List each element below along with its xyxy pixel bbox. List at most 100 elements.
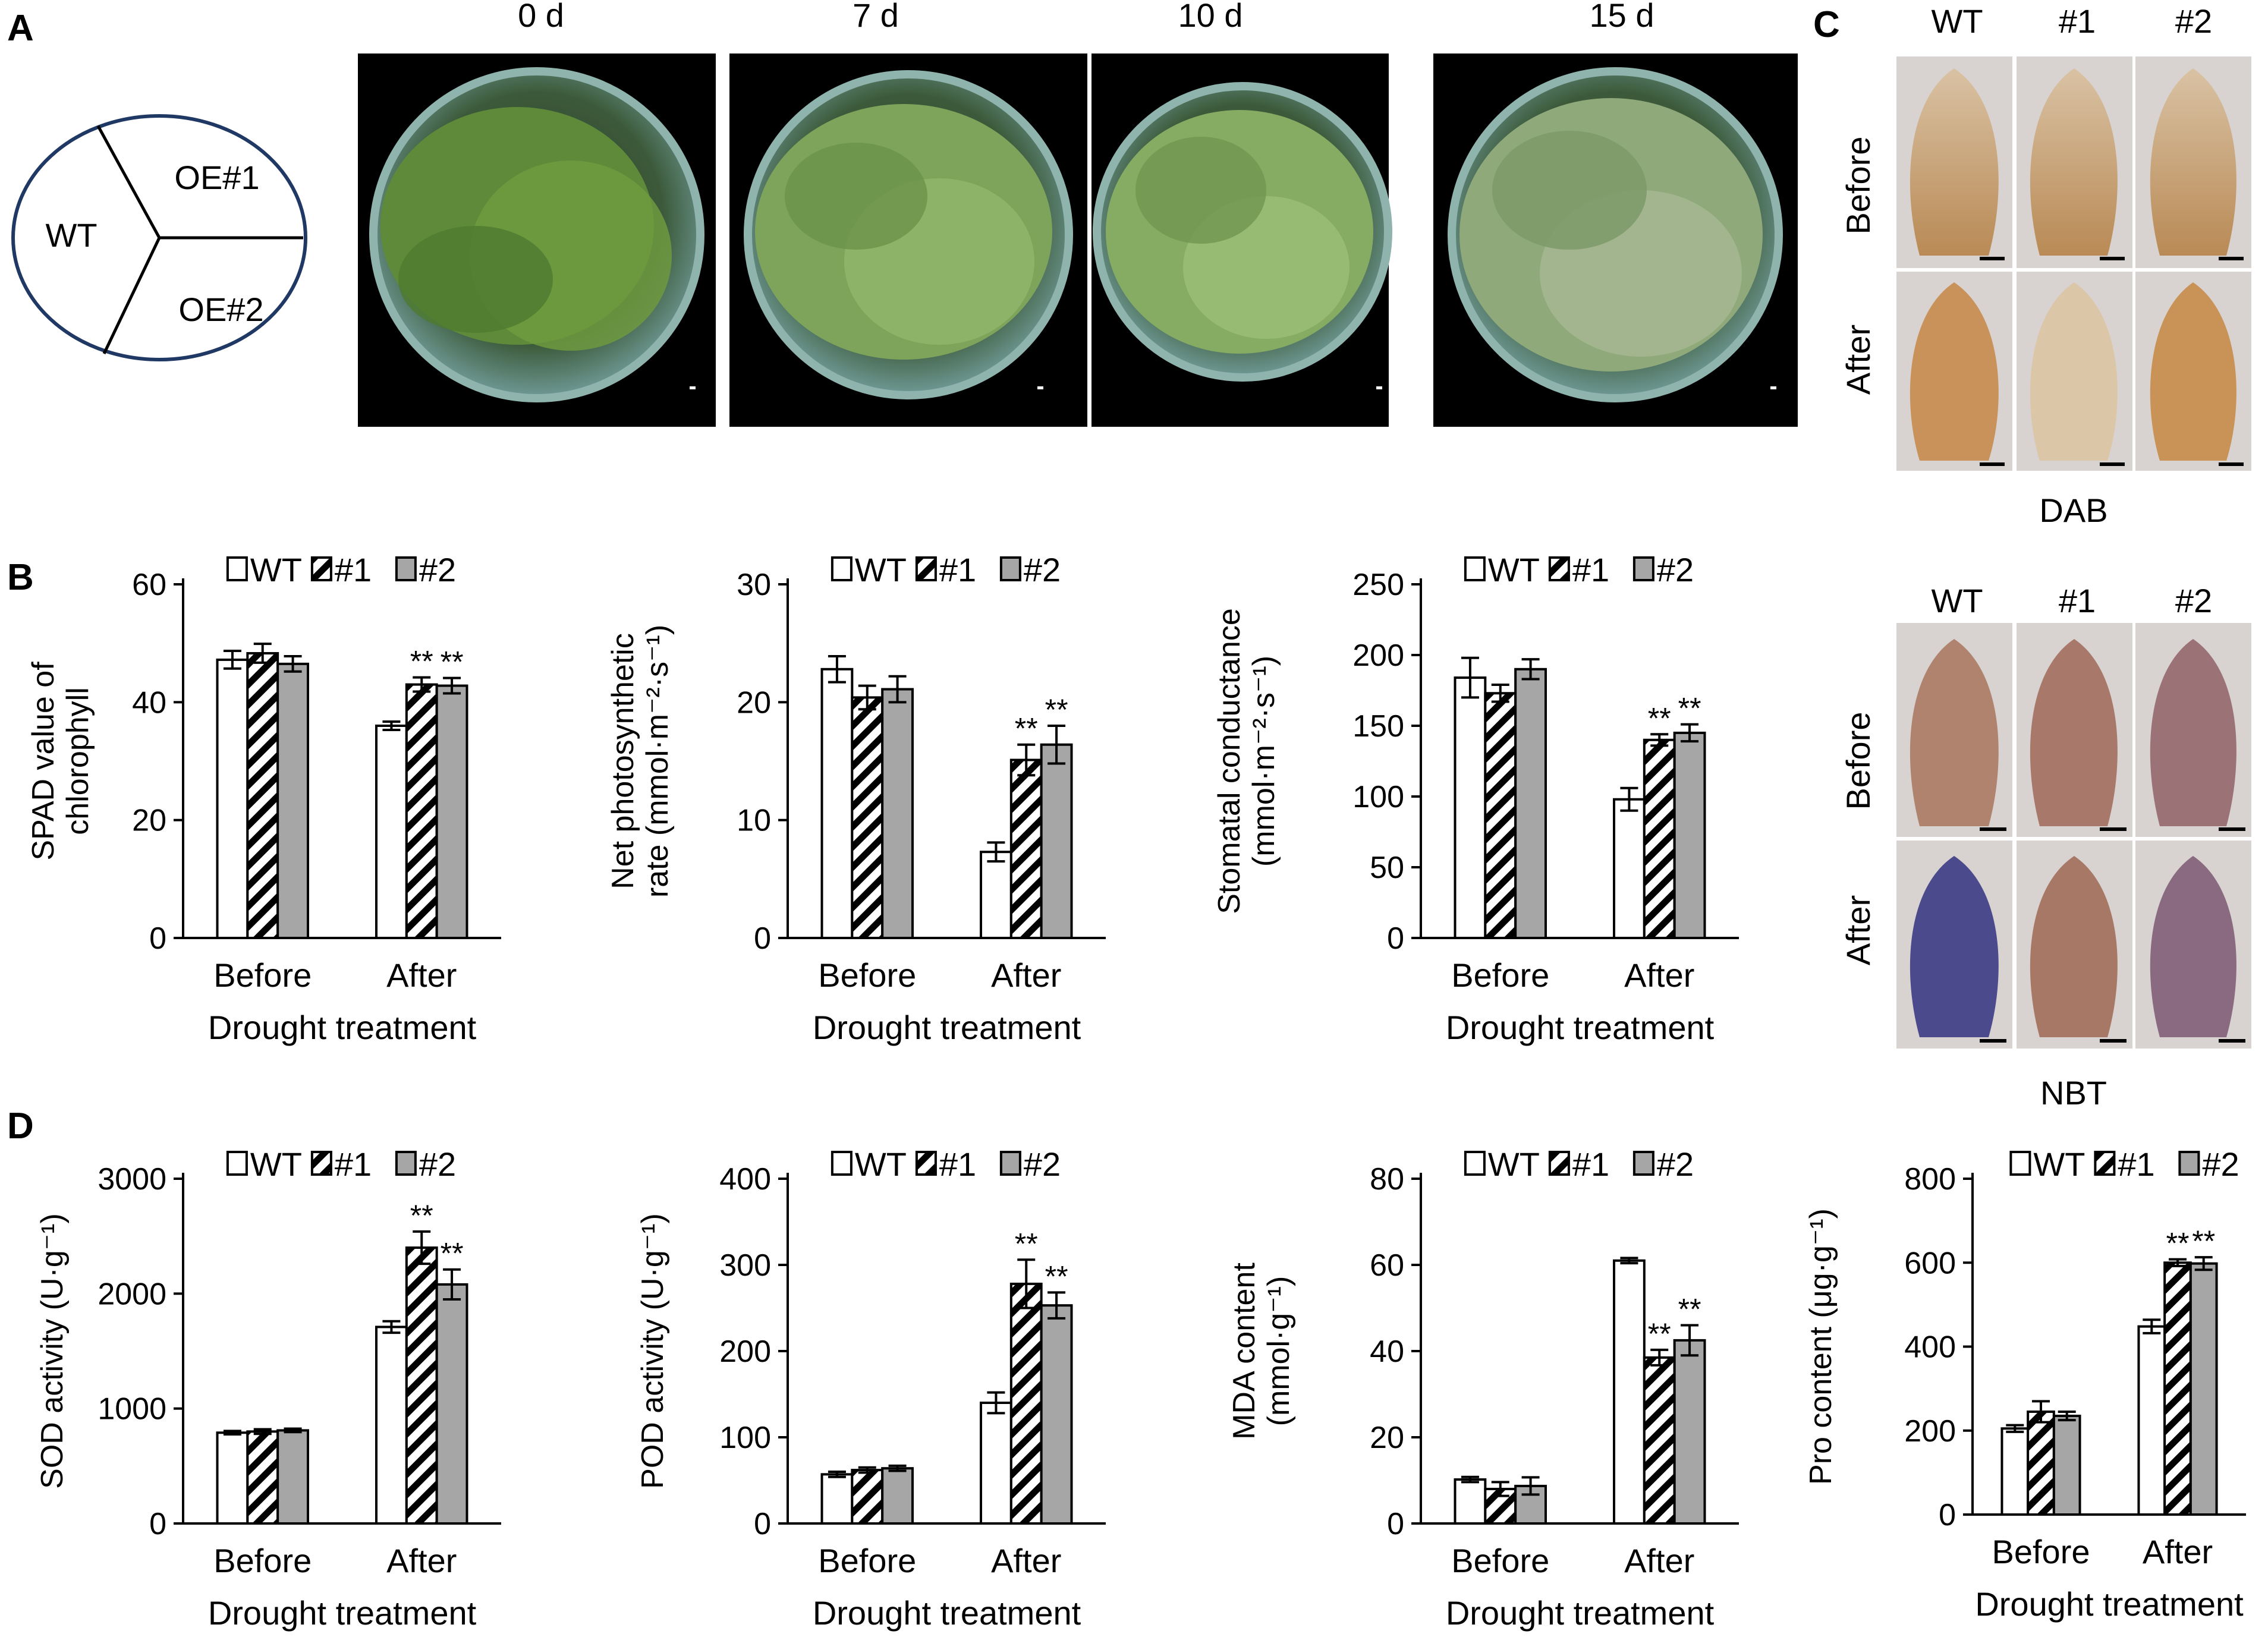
- pot-divider-line: [96, 125, 161, 239]
- legend-label: #1: [1572, 1145, 1609, 1183]
- y-tick-label: 400: [719, 1162, 771, 1197]
- legend-swatch: [999, 556, 1021, 581]
- dab-leaf-image: [1896, 272, 2012, 471]
- bar: [276, 662, 309, 939]
- legend-swatch: [1548, 1151, 1570, 1176]
- pot-diagram: WT OE#1 OE#2: [11, 114, 307, 361]
- legend-label: #2: [2202, 1145, 2239, 1183]
- dab-leaf-image: [2017, 272, 2132, 471]
- bar: [980, 1402, 1012, 1525]
- significance-mark: **: [441, 1237, 464, 1270]
- bar: [2000, 1427, 2030, 1516]
- panel-label-d: D: [7, 1106, 34, 1147]
- bar: [851, 696, 884, 940]
- legend-label: #2: [419, 1145, 456, 1183]
- x-category-label: Before: [213, 956, 312, 994]
- legend: WT #1 #2: [831, 1145, 1061, 1183]
- x-category-label: After: [991, 956, 1061, 994]
- legend-swatch: [395, 556, 417, 581]
- dab-leaf-image: [2135, 56, 2251, 268]
- dab-staining-grid: WT #1 #2 Before After DAB: [1839, 2, 2251, 529]
- legend-label: WT: [855, 1145, 907, 1183]
- nbt-leaf-image: [1896, 623, 2012, 837]
- bar: [2137, 1325, 2166, 1516]
- y-tick-label: 150: [1352, 709, 1404, 744]
- bar: [1454, 676, 1487, 939]
- y-axis-label: chlorophyll: [61, 687, 95, 835]
- legend-label: WT: [1488, 551, 1540, 588]
- panel-label-b: B: [7, 557, 34, 598]
- legend-swatch: [915, 1151, 937, 1176]
- legend-swatch: [999, 1151, 1021, 1176]
- legend-swatch: [915, 556, 937, 581]
- y-tick-label: 200: [1352, 638, 1404, 673]
- legend-swatch: [2094, 1151, 2116, 1176]
- nbt-leaf-image: [2017, 623, 2132, 837]
- bar: [1643, 738, 1676, 940]
- y-axis-label: Pro content (μg·g⁻¹): [1804, 1208, 1838, 1485]
- bar: [1673, 731, 1706, 940]
- bar: [246, 652, 279, 940]
- x-category-label: After: [386, 1542, 457, 1579]
- significance-mark: **: [1648, 701, 1671, 735]
- x-axis-label: Drought treatment: [813, 1009, 1081, 1046]
- chart-6: 0 200 400 600 800 Pro content (μg·g⁻¹) Before *…: [1804, 1145, 2246, 1623]
- y-tick-label: 3000: [97, 1162, 166, 1197]
- x-axis-label: Drought treatment: [1446, 1009, 1715, 1046]
- legend-label: #2: [1657, 1145, 1694, 1183]
- bar: [980, 851, 1012, 940]
- nbt-col-label-2: #2: [2175, 582, 2212, 619]
- bar: [1009, 758, 1043, 940]
- y-tick-label: 10: [737, 804, 771, 838]
- bar: [216, 1431, 249, 1525]
- legend-swatch: [310, 1151, 332, 1176]
- y-axis-label: SPAD value of: [26, 662, 61, 861]
- photo-label: 7 d: [853, 0, 899, 34]
- y-tick-label: 0: [1387, 921, 1404, 956]
- y-tick-label: 40: [1370, 1334, 1404, 1369]
- nbt-row-label-after: After: [1839, 895, 1877, 965]
- bar: [2027, 1410, 2055, 1516]
- legend-swatch: [1464, 1151, 1486, 1176]
- legend: WT #1 #2: [2009, 1145, 2239, 1183]
- nbt-col-label-1: #1: [2059, 582, 2096, 619]
- legend: WT #1 #2: [831, 551, 1061, 588]
- bar: [1454, 1478, 1487, 1525]
- y-tick-label: 20: [737, 685, 771, 720]
- dab-col-label-1: #1: [2059, 2, 2096, 40]
- significance-mark: **: [1045, 693, 1068, 726]
- significance-mark: **: [410, 645, 433, 678]
- bar: [1484, 692, 1517, 939]
- y-tick-label: 20: [1370, 1421, 1404, 1455]
- bar: [2052, 1415, 2081, 1516]
- legend-label: #1: [939, 1145, 976, 1183]
- chart-4: 0 100 200 300 400 POD activity (U·g⁻¹) Before *…: [636, 1145, 1106, 1632]
- photo-label: 10 d: [1178, 0, 1243, 34]
- x-category-label: Before: [1451, 956, 1549, 994]
- bar: [2189, 1262, 2218, 1516]
- panel-label-c: C: [1813, 4, 1840, 45]
- nbt-col-label-wt: WT: [1931, 582, 1983, 619]
- legend-swatch: [831, 1151, 853, 1176]
- bar: [435, 1283, 468, 1525]
- y-tick-label: 100: [719, 1421, 771, 1455]
- x-axis-label: Drought treatment: [1975, 1585, 2244, 1623]
- y-axis-label: (mmol·g⁻¹): [1262, 1276, 1296, 1427]
- significance-mark: **: [1678, 692, 1701, 725]
- panel-label-a: A: [7, 8, 34, 49]
- bar: [276, 1429, 309, 1525]
- dab-leaf-image: [2135, 272, 2251, 471]
- legend: WT #1 #2: [226, 1145, 456, 1183]
- x-category-label: After: [1624, 956, 1694, 994]
- legend-label: #1: [939, 551, 976, 588]
- legend-label: WT: [250, 1145, 302, 1183]
- y-tick-label: 800: [1904, 1162, 1956, 1197]
- dab-col-label-wt: WT: [1931, 2, 1983, 40]
- bar: [1009, 1282, 1043, 1525]
- dab-row-label-before: Before: [1839, 137, 1877, 235]
- y-tick-label: 600: [1904, 1246, 1956, 1280]
- y-tick-label: 100: [1352, 780, 1404, 814]
- legend-label: #1: [335, 1145, 372, 1183]
- x-category-label: After: [1624, 1542, 1694, 1579]
